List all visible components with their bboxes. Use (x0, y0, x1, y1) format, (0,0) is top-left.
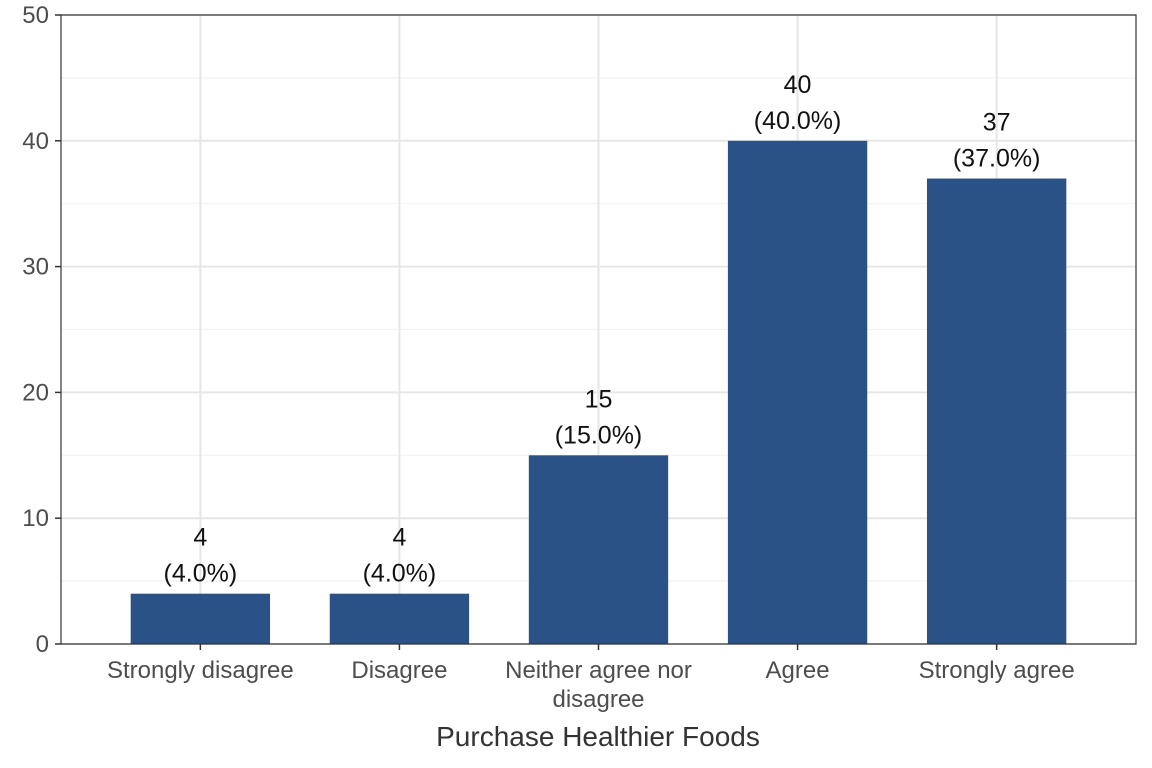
data-label-percent: (40.0%) (754, 107, 842, 135)
data-label-count: 40 (784, 71, 812, 99)
data-label-percent: (4.0%) (164, 560, 238, 588)
bar (926, 178, 1067, 645)
bar (329, 593, 470, 644)
x-tick-label: Agree (766, 657, 830, 684)
data-label-percent: (37.0%) (953, 145, 1041, 173)
y-tick-label: 10 (22, 505, 49, 532)
y-tick-label: 20 (22, 379, 49, 406)
y-axis: 0 10 20 30 40 50 (22, 2, 61, 658)
x-tick-label: disagree (552, 686, 644, 713)
bars-group (130, 140, 1067, 645)
data-label-percent: (4.0%) (363, 560, 437, 588)
data-label-percent: (15.0%) (555, 421, 643, 449)
x-axis: Strongly disagree Disagree Neither agree n… (107, 644, 1075, 713)
bar (727, 140, 868, 645)
x-tick-label: Strongly disagree (107, 657, 294, 684)
y-tick-label: 40 (22, 128, 49, 155)
x-axis-title: Purchase Healthier Foods (436, 721, 760, 752)
x-tick-label: Neither agree nor (505, 657, 692, 684)
y-tick-label: 30 (22, 254, 49, 281)
y-tick-label: 0 (36, 631, 49, 658)
x-tick-label: Strongly agree (919, 657, 1075, 684)
bar (130, 593, 271, 644)
y-tick-label: 50 (22, 2, 49, 29)
data-labels-group: 4 (4.0%) 4 (4.0%) 15 (15.0%) 40 (40.0%) 37 (37.0%… (164, 71, 1041, 588)
bar (528, 455, 669, 644)
data-label-count: 15 (585, 385, 613, 413)
data-label-count: 4 (392, 524, 406, 552)
data-label-count: 37 (983, 109, 1011, 137)
data-label-count: 4 (193, 524, 207, 552)
x-tick-label: Disagree (351, 657, 447, 684)
